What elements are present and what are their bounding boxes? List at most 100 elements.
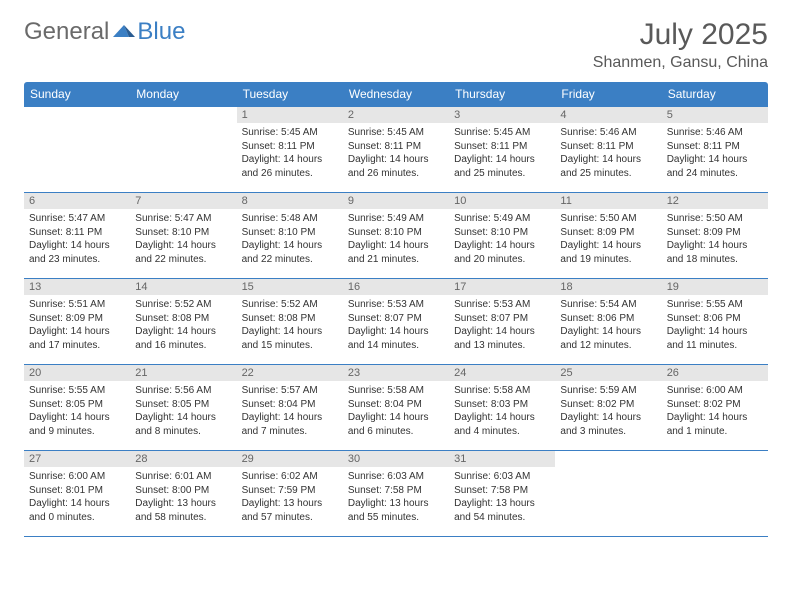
weekday-header: Saturday <box>662 82 768 107</box>
day-number: 13 <box>24 279 130 295</box>
day-data: Sunrise: 5:57 AMSunset: 8:04 PMDaylight:… <box>237 381 343 441</box>
calendar-cell: 1Sunrise: 5:45 AMSunset: 8:11 PMDaylight… <box>237 107 343 193</box>
day-data: Sunrise: 5:46 AMSunset: 8:11 PMDaylight:… <box>555 123 661 183</box>
day-number: 8 <box>237 193 343 209</box>
day-data: Sunrise: 5:49 AMSunset: 8:10 PMDaylight:… <box>343 209 449 269</box>
day-number: 17 <box>449 279 555 295</box>
calendar-cell: 30Sunrise: 6:03 AMSunset: 7:58 PMDayligh… <box>343 451 449 537</box>
day-number: 27 <box>24 451 130 467</box>
calendar-cell: 21Sunrise: 5:56 AMSunset: 8:05 PMDayligh… <box>130 365 236 451</box>
day-data: Sunrise: 6:02 AMSunset: 7:59 PMDaylight:… <box>237 467 343 527</box>
calendar-cell: 10Sunrise: 5:49 AMSunset: 8:10 PMDayligh… <box>449 193 555 279</box>
day-number: 7 <box>130 193 236 209</box>
day-data: Sunrise: 5:46 AMSunset: 8:11 PMDaylight:… <box>662 123 768 183</box>
day-data: Sunrise: 5:45 AMSunset: 8:11 PMDaylight:… <box>237 123 343 183</box>
month-title: July 2025 <box>593 18 768 52</box>
calendar-body: 1Sunrise: 5:45 AMSunset: 8:11 PMDaylight… <box>24 107 768 537</box>
day-data: Sunrise: 6:00 AMSunset: 8:02 PMDaylight:… <box>662 381 768 441</box>
day-number: 14 <box>130 279 236 295</box>
calendar-cell <box>130 107 236 193</box>
day-data: Sunrise: 5:50 AMSunset: 8:09 PMDaylight:… <box>555 209 661 269</box>
day-number: 29 <box>237 451 343 467</box>
calendar-cell: 20Sunrise: 5:55 AMSunset: 8:05 PMDayligh… <box>24 365 130 451</box>
day-data: Sunrise: 5:53 AMSunset: 8:07 PMDaylight:… <box>343 295 449 355</box>
day-data: Sunrise: 5:48 AMSunset: 8:10 PMDaylight:… <box>237 209 343 269</box>
weekday-header: Thursday <box>449 82 555 107</box>
day-number: 11 <box>555 193 661 209</box>
calendar-cell: 9Sunrise: 5:49 AMSunset: 8:10 PMDaylight… <box>343 193 449 279</box>
calendar-cell: 7Sunrise: 5:47 AMSunset: 8:10 PMDaylight… <box>130 193 236 279</box>
day-number: 15 <box>237 279 343 295</box>
calendar-cell: 22Sunrise: 5:57 AMSunset: 8:04 PMDayligh… <box>237 365 343 451</box>
day-data: Sunrise: 5:58 AMSunset: 8:04 PMDaylight:… <box>343 381 449 441</box>
calendar-cell: 15Sunrise: 5:52 AMSunset: 8:08 PMDayligh… <box>237 279 343 365</box>
day-data: Sunrise: 5:49 AMSunset: 8:10 PMDaylight:… <box>449 209 555 269</box>
day-number: 30 <box>343 451 449 467</box>
weekday-header: Friday <box>555 82 661 107</box>
day-number: 23 <box>343 365 449 381</box>
calendar-week-row: 13Sunrise: 5:51 AMSunset: 8:09 PMDayligh… <box>24 279 768 365</box>
day-data: Sunrise: 6:01 AMSunset: 8:00 PMDaylight:… <box>130 467 236 527</box>
weekday-header: Sunday <box>24 82 130 107</box>
calendar-cell <box>24 107 130 193</box>
day-number: 9 <box>343 193 449 209</box>
day-data: Sunrise: 5:45 AMSunset: 8:11 PMDaylight:… <box>449 123 555 183</box>
day-number: 18 <box>555 279 661 295</box>
day-data: Sunrise: 5:55 AMSunset: 8:06 PMDaylight:… <box>662 295 768 355</box>
day-data: Sunrise: 5:45 AMSunset: 8:11 PMDaylight:… <box>343 123 449 183</box>
day-number: 4 <box>555 107 661 123</box>
day-number: 28 <box>130 451 236 467</box>
calendar-cell: 3Sunrise: 5:45 AMSunset: 8:11 PMDaylight… <box>449 107 555 193</box>
day-number: 25 <box>555 365 661 381</box>
day-data: Sunrise: 5:51 AMSunset: 8:09 PMDaylight:… <box>24 295 130 355</box>
day-data: Sunrise: 5:52 AMSunset: 8:08 PMDaylight:… <box>237 295 343 355</box>
calendar-cell: 17Sunrise: 5:53 AMSunset: 8:07 PMDayligh… <box>449 279 555 365</box>
day-data: Sunrise: 6:03 AMSunset: 7:58 PMDaylight:… <box>343 467 449 527</box>
calendar-cell: 16Sunrise: 5:53 AMSunset: 8:07 PMDayligh… <box>343 279 449 365</box>
calendar-cell: 14Sunrise: 5:52 AMSunset: 8:08 PMDayligh… <box>130 279 236 365</box>
day-data: Sunrise: 5:47 AMSunset: 8:11 PMDaylight:… <box>24 209 130 269</box>
weekday-header: Tuesday <box>237 82 343 107</box>
logo-text-blue: Blue <box>137 18 185 46</box>
day-number: 31 <box>449 451 555 467</box>
day-number: 10 <box>449 193 555 209</box>
calendar-cell <box>555 451 661 537</box>
day-number: 26 <box>662 365 768 381</box>
day-number: 19 <box>662 279 768 295</box>
calendar-cell: 8Sunrise: 5:48 AMSunset: 8:10 PMDaylight… <box>237 193 343 279</box>
calendar-cell: 25Sunrise: 5:59 AMSunset: 8:02 PMDayligh… <box>555 365 661 451</box>
day-number: 21 <box>130 365 236 381</box>
calendar-week-row: 1Sunrise: 5:45 AMSunset: 8:11 PMDaylight… <box>24 107 768 193</box>
calendar-table: SundayMondayTuesdayWednesdayThursdayFrid… <box>24 82 768 537</box>
day-number: 16 <box>343 279 449 295</box>
calendar-cell: 6Sunrise: 5:47 AMSunset: 8:11 PMDaylight… <box>24 193 130 279</box>
calendar-cell: 28Sunrise: 6:01 AMSunset: 8:00 PMDayligh… <box>130 451 236 537</box>
day-number: 24 <box>449 365 555 381</box>
day-number: 22 <box>237 365 343 381</box>
calendar-cell: 23Sunrise: 5:58 AMSunset: 8:04 PMDayligh… <box>343 365 449 451</box>
calendar-cell: 2Sunrise: 5:45 AMSunset: 8:11 PMDaylight… <box>343 107 449 193</box>
day-data: Sunrise: 5:58 AMSunset: 8:03 PMDaylight:… <box>449 381 555 441</box>
logo: General Blue <box>24 18 185 46</box>
calendar-cell: 18Sunrise: 5:54 AMSunset: 8:06 PMDayligh… <box>555 279 661 365</box>
weekday-header: Monday <box>130 82 236 107</box>
calendar-cell: 11Sunrise: 5:50 AMSunset: 8:09 PMDayligh… <box>555 193 661 279</box>
calendar-cell: 19Sunrise: 5:55 AMSunset: 8:06 PMDayligh… <box>662 279 768 365</box>
day-data: Sunrise: 5:50 AMSunset: 8:09 PMDaylight:… <box>662 209 768 269</box>
day-number: 20 <box>24 365 130 381</box>
day-data: Sunrise: 5:54 AMSunset: 8:06 PMDaylight:… <box>555 295 661 355</box>
calendar-cell: 31Sunrise: 6:03 AMSunset: 7:58 PMDayligh… <box>449 451 555 537</box>
calendar-cell: 27Sunrise: 6:00 AMSunset: 8:01 PMDayligh… <box>24 451 130 537</box>
day-number: 1 <box>237 107 343 123</box>
weekday-header: Wednesday <box>343 82 449 107</box>
day-data: Sunrise: 5:47 AMSunset: 8:10 PMDaylight:… <box>130 209 236 269</box>
calendar-week-row: 27Sunrise: 6:00 AMSunset: 8:01 PMDayligh… <box>24 451 768 537</box>
calendar-cell <box>662 451 768 537</box>
day-data: Sunrise: 5:59 AMSunset: 8:02 PMDaylight:… <box>555 381 661 441</box>
calendar-week-row: 6Sunrise: 5:47 AMSunset: 8:11 PMDaylight… <box>24 193 768 279</box>
day-data: Sunrise: 5:52 AMSunset: 8:08 PMDaylight:… <box>130 295 236 355</box>
calendar-cell: 4Sunrise: 5:46 AMSunset: 8:11 PMDaylight… <box>555 107 661 193</box>
day-number: 12 <box>662 193 768 209</box>
day-data: Sunrise: 5:53 AMSunset: 8:07 PMDaylight:… <box>449 295 555 355</box>
day-number: 5 <box>662 107 768 123</box>
